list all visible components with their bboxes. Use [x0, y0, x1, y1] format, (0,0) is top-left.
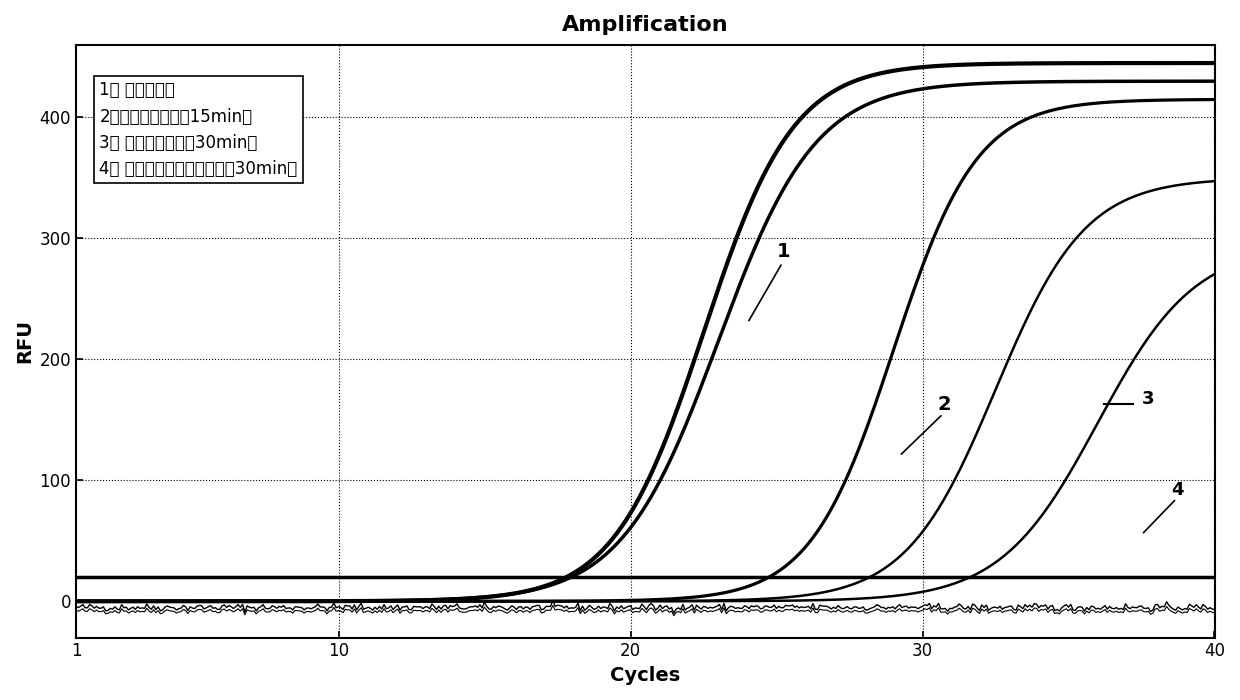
X-axis label: Cycles: Cycles	[610, 666, 681, 685]
Text: 1: 1	[776, 241, 790, 260]
Text: 4: 4	[1171, 481, 1183, 499]
Title: Amplification: Amplification	[562, 15, 729, 35]
Y-axis label: RFU: RFU	[15, 319, 33, 363]
Text: 2: 2	[937, 395, 951, 414]
Text: 1： 阳性对照；
2：对比例试剂消毕15min；
3： 实施例试剂消毕30min；
4： 实施例试剂消毕时间大于30min。: 1： 阳性对照； 2：对比例试剂消毕15min； 3： 实施例试剂消毕30min…	[99, 81, 298, 178]
Text: 3: 3	[1142, 390, 1154, 408]
